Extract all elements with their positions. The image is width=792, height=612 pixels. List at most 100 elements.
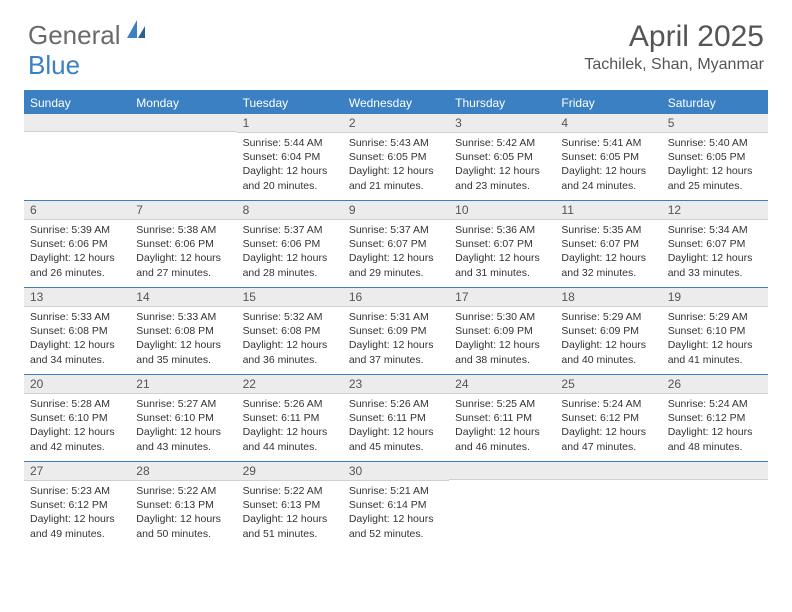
daylight-text: Daylight: 12 hours and 34 minutes. — [30, 338, 124, 366]
day-cell — [662, 462, 768, 548]
sunrise-text: Sunrise: 5:42 AM — [455, 136, 549, 150]
sunrise-text: Sunrise: 5:26 AM — [243, 397, 337, 411]
day-content: Sunrise: 5:36 AMSunset: 6:07 PMDaylight:… — [449, 220, 555, 286]
day-cell: 20Sunrise: 5:28 AMSunset: 6:10 PMDayligh… — [24, 375, 130, 461]
sunrise-text: Sunrise: 5:44 AM — [243, 136, 337, 150]
sunset-text: Sunset: 6:05 PM — [668, 150, 762, 164]
daylight-text: Daylight: 12 hours and 35 minutes. — [136, 338, 230, 366]
day-cell: 1Sunrise: 5:44 AMSunset: 6:04 PMDaylight… — [237, 114, 343, 200]
sunset-text: Sunset: 6:10 PM — [136, 411, 230, 425]
sunrise-text: Sunrise: 5:26 AM — [349, 397, 443, 411]
sunrise-text: Sunrise: 5:34 AM — [668, 223, 762, 237]
day-number: 17 — [449, 288, 555, 307]
day-content: Sunrise: 5:25 AMSunset: 6:11 PMDaylight:… — [449, 394, 555, 460]
daylight-text: Daylight: 12 hours and 38 minutes. — [455, 338, 549, 366]
day-cell: 11Sunrise: 5:35 AMSunset: 6:07 PMDayligh… — [555, 201, 661, 287]
day-number: 24 — [449, 375, 555, 394]
sunrise-text: Sunrise: 5:25 AM — [455, 397, 549, 411]
day-content: Sunrise: 5:24 AMSunset: 6:12 PMDaylight:… — [662, 394, 768, 460]
sunrise-text: Sunrise: 5:35 AM — [561, 223, 655, 237]
daylight-text: Daylight: 12 hours and 20 minutes. — [243, 164, 337, 192]
daylight-text: Daylight: 12 hours and 32 minutes. — [561, 251, 655, 279]
day-cell: 27Sunrise: 5:23 AMSunset: 6:12 PMDayligh… — [24, 462, 130, 548]
sunrise-text: Sunrise: 5:37 AM — [349, 223, 443, 237]
calendar: Sunday Monday Tuesday Wednesday Thursday… — [24, 90, 768, 548]
header: General April 2025 Tachilek, Shan, Myanm… — [0, 0, 792, 82]
sunset-text: Sunset: 6:06 PM — [243, 237, 337, 251]
day-content: Sunrise: 5:31 AMSunset: 6:09 PMDaylight:… — [343, 307, 449, 373]
day-cell: 21Sunrise: 5:27 AMSunset: 6:10 PMDayligh… — [130, 375, 236, 461]
logo-text-blue: Blue — [28, 50, 80, 80]
sunset-text: Sunset: 6:13 PM — [136, 498, 230, 512]
week-row: 13Sunrise: 5:33 AMSunset: 6:08 PMDayligh… — [24, 287, 768, 374]
day-content: Sunrise: 5:22 AMSunset: 6:13 PMDaylight:… — [130, 481, 236, 547]
sunrise-text: Sunrise: 5:38 AM — [136, 223, 230, 237]
sunrise-text: Sunrise: 5:21 AM — [349, 484, 443, 498]
weekday-tuesday: Tuesday — [237, 92, 343, 114]
sunset-text: Sunset: 6:05 PM — [561, 150, 655, 164]
day-number: 15 — [237, 288, 343, 307]
day-cell: 6Sunrise: 5:39 AMSunset: 6:06 PMDaylight… — [24, 201, 130, 287]
day-content: Sunrise: 5:21 AMSunset: 6:14 PMDaylight:… — [343, 481, 449, 547]
day-cell: 25Sunrise: 5:24 AMSunset: 6:12 PMDayligh… — [555, 375, 661, 461]
daylight-text: Daylight: 12 hours and 29 minutes. — [349, 251, 443, 279]
sunrise-text: Sunrise: 5:39 AM — [30, 223, 124, 237]
sunset-text: Sunset: 6:08 PM — [136, 324, 230, 338]
sunset-text: Sunset: 6:10 PM — [30, 411, 124, 425]
sunset-text: Sunset: 6:07 PM — [349, 237, 443, 251]
sunrise-text: Sunrise: 5:29 AM — [668, 310, 762, 324]
sunrise-text: Sunrise: 5:33 AM — [136, 310, 230, 324]
day-cell: 28Sunrise: 5:22 AMSunset: 6:13 PMDayligh… — [130, 462, 236, 548]
sunset-text: Sunset: 6:05 PM — [455, 150, 549, 164]
sunset-text: Sunset: 6:12 PM — [668, 411, 762, 425]
empty-day-header — [449, 462, 555, 480]
sunset-text: Sunset: 6:10 PM — [668, 324, 762, 338]
week-row: 27Sunrise: 5:23 AMSunset: 6:12 PMDayligh… — [24, 461, 768, 548]
daylight-text: Daylight: 12 hours and 41 minutes. — [668, 338, 762, 366]
day-number: 19 — [662, 288, 768, 307]
weekday-friday: Friday — [555, 92, 661, 114]
sunset-text: Sunset: 6:07 PM — [455, 237, 549, 251]
sunset-text: Sunset: 6:11 PM — [243, 411, 337, 425]
logo-text-general: General — [28, 20, 121, 51]
month-year: April 2025 — [584, 20, 764, 54]
day-number: 1 — [237, 114, 343, 133]
day-content: Sunrise: 5:33 AMSunset: 6:08 PMDaylight:… — [130, 307, 236, 373]
sunrise-text: Sunrise: 5:28 AM — [30, 397, 124, 411]
daylight-text: Daylight: 12 hours and 21 minutes. — [349, 164, 443, 192]
location: Tachilek, Shan, Myanmar — [584, 56, 764, 74]
day-content: Sunrise: 5:41 AMSunset: 6:05 PMDaylight:… — [555, 133, 661, 199]
sunrise-text: Sunrise: 5:27 AM — [136, 397, 230, 411]
day-content: Sunrise: 5:29 AMSunset: 6:10 PMDaylight:… — [662, 307, 768, 373]
daylight-text: Daylight: 12 hours and 49 minutes. — [30, 512, 124, 540]
day-content: Sunrise: 5:22 AMSunset: 6:13 PMDaylight:… — [237, 481, 343, 547]
day-cell: 22Sunrise: 5:26 AMSunset: 6:11 PMDayligh… — [237, 375, 343, 461]
sunset-text: Sunset: 6:09 PM — [561, 324, 655, 338]
daylight-text: Daylight: 12 hours and 45 minutes. — [349, 425, 443, 453]
sunset-text: Sunset: 6:11 PM — [455, 411, 549, 425]
day-number: 8 — [237, 201, 343, 220]
day-cell: 3Sunrise: 5:42 AMSunset: 6:05 PMDaylight… — [449, 114, 555, 200]
sunrise-text: Sunrise: 5:40 AM — [668, 136, 762, 150]
day-cell: 18Sunrise: 5:29 AMSunset: 6:09 PMDayligh… — [555, 288, 661, 374]
day-number: 22 — [237, 375, 343, 394]
title-block: April 2025 Tachilek, Shan, Myanmar — [584, 20, 764, 74]
day-content: Sunrise: 5:29 AMSunset: 6:09 PMDaylight:… — [555, 307, 661, 373]
day-number: 6 — [24, 201, 130, 220]
day-number: 29 — [237, 462, 343, 481]
day-content: Sunrise: 5:23 AMSunset: 6:12 PMDaylight:… — [24, 481, 130, 547]
sunset-text: Sunset: 6:09 PM — [349, 324, 443, 338]
daylight-text: Daylight: 12 hours and 47 minutes. — [561, 425, 655, 453]
sunrise-text: Sunrise: 5:33 AM — [30, 310, 124, 324]
day-cell — [449, 462, 555, 548]
daylight-text: Daylight: 12 hours and 43 minutes. — [136, 425, 230, 453]
day-number: 27 — [24, 462, 130, 481]
daylight-text: Daylight: 12 hours and 51 minutes. — [243, 512, 337, 540]
day-cell: 15Sunrise: 5:32 AMSunset: 6:08 PMDayligh… — [237, 288, 343, 374]
daylight-text: Daylight: 12 hours and 26 minutes. — [30, 251, 124, 279]
sunrise-text: Sunrise: 5:24 AM — [668, 397, 762, 411]
day-content: Sunrise: 5:28 AMSunset: 6:10 PMDaylight:… — [24, 394, 130, 460]
sunrise-text: Sunrise: 5:41 AM — [561, 136, 655, 150]
sunset-text: Sunset: 6:09 PM — [455, 324, 549, 338]
daylight-text: Daylight: 12 hours and 31 minutes. — [455, 251, 549, 279]
